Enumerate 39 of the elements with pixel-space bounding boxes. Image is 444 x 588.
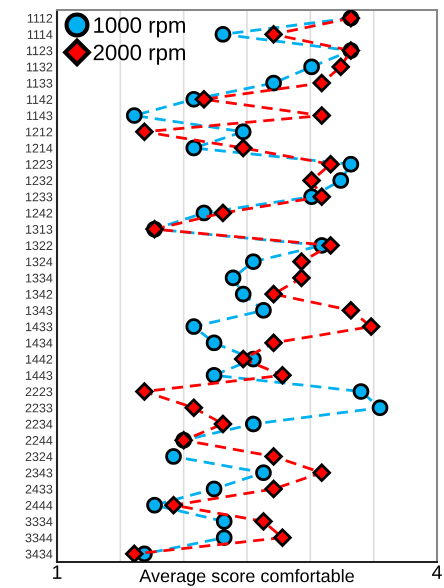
x-tick-label: 4 <box>432 565 442 579</box>
y-tick-label: 1212 <box>26 128 52 136</box>
y-tick-label: 2234 <box>26 420 52 429</box>
x-axis-title: Average score comfortable <box>139 569 354 586</box>
legend-label: 1000 rpm <box>94 17 185 38</box>
y-tick-label: 1342 <box>26 290 52 299</box>
y-tick-label: 1112 <box>28 14 52 23</box>
y-tick-label: 2244 <box>26 436 52 445</box>
y-tick-label: 2233 <box>26 404 52 412</box>
y-tick-label: 1214 <box>26 144 52 153</box>
y-tick-label: 3334 <box>26 517 52 526</box>
y-tick-label: 1133 <box>26 78 52 88</box>
y-tick-label: 1143 <box>26 111 52 120</box>
y-tick-label: 1442 <box>26 354 52 364</box>
y-tick-label: 1322 <box>26 241 52 250</box>
y-tick-label: 1343 <box>26 306 52 316</box>
y-tick-label: 1443 <box>26 371 52 380</box>
y-tick-label: 1433 <box>26 322 52 332</box>
y-tick-label: 2343 <box>26 468 52 478</box>
legend-label: 2000 rpm <box>94 44 185 65</box>
y-tick-label: 1232 <box>26 176 52 186</box>
y-tick-label: 3434 <box>26 550 52 559</box>
y-tick-label: 1324 <box>26 257 52 266</box>
y-tick-label: 1434 <box>26 338 52 348</box>
y-tick-label: 2433 <box>26 484 52 494</box>
y-tick-label: 1334 <box>26 274 52 283</box>
y-tick-label: 1132 <box>26 62 52 72</box>
y-tick-label: 1233 <box>26 192 52 202</box>
y-tick-label: 3344 <box>26 533 52 542</box>
y-tick-label: 1313 <box>26 224 52 234</box>
y-tick-label: 1223 <box>26 160 52 169</box>
y-tick-label: 1123 <box>26 46 52 56</box>
y-tick-label: 2324 <box>26 452 52 462</box>
x-tick-label: 1 <box>53 565 62 579</box>
y-tick-label: 2444 <box>26 500 52 510</box>
y-tick-label: 2223 <box>26 387 52 396</box>
y-tick-label: 1114 <box>28 30 52 39</box>
y-tick-label: 1242 <box>26 208 52 218</box>
y-tick-label: 1142 <box>26 95 52 104</box>
